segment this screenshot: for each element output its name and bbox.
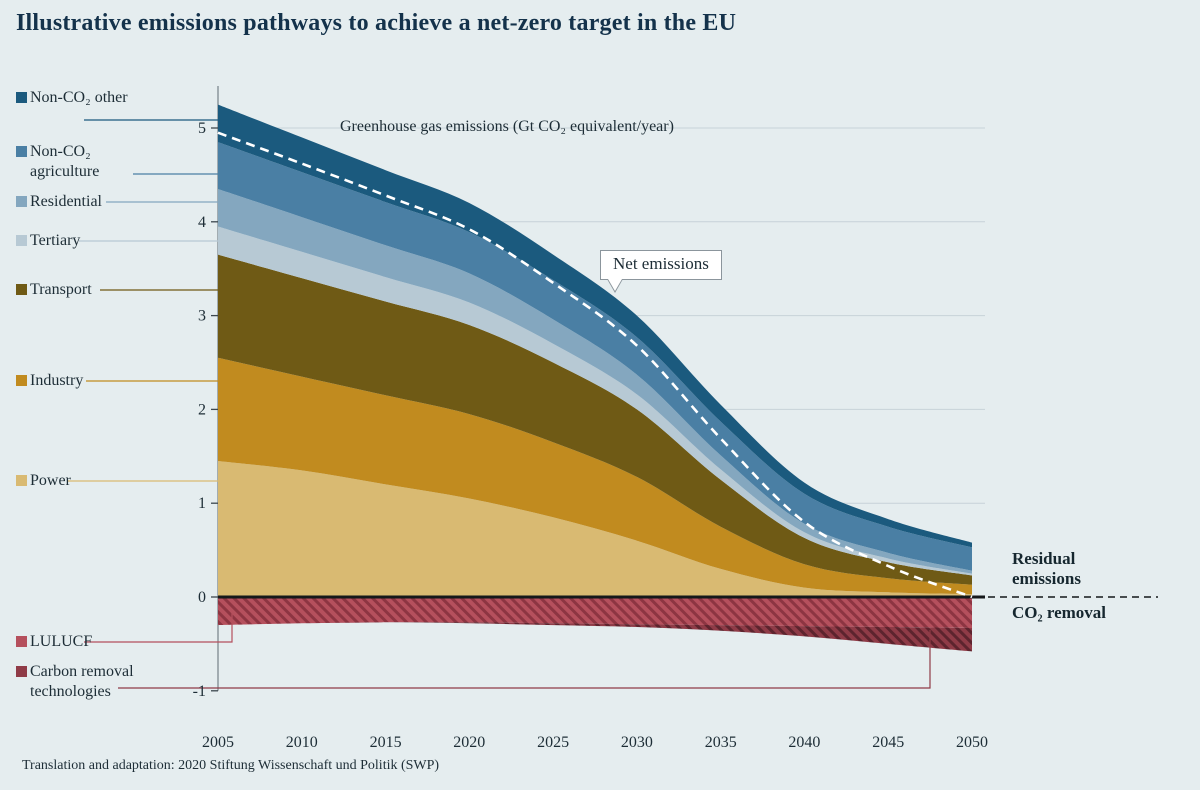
- area-nonco2_agriculture: [218, 142, 972, 571]
- area-transport: [218, 254, 972, 585]
- legend-swatch-power-icon: [16, 475, 27, 486]
- co2-removal-label: CO₂ removal: [1012, 603, 1107, 622]
- legend-label-tertiary: Tertiary: [30, 232, 81, 249]
- residual-emissions-label: Residual emissions: [1012, 549, 1081, 589]
- x-tick-label: 2030: [621, 734, 653, 751]
- area-residential: [218, 189, 972, 574]
- legend-swatch-non-co2-agriculture-icon: [16, 146, 27, 157]
- legend-swatch-residential-icon: [16, 196, 27, 207]
- legend-item-non-co2-other: Non-CO₂ other: [16, 88, 150, 108]
- stacked-areas: [218, 104, 972, 652]
- x-tick-label: 2010: [286, 734, 318, 751]
- x-tick-label: 2050: [956, 734, 988, 751]
- area-lulucf: [218, 597, 972, 628]
- legend-swatch-carbon-removal-icon: [16, 666, 27, 677]
- legend-item-carbon-removal: Carbon removal technologies: [16, 662, 170, 701]
- page-title: Illustrative emissions pathways to achie…: [16, 10, 737, 36]
- y-axis-title: Greenhouse gas emissions (Gt CO₂ equival…: [340, 118, 674, 135]
- legend-swatch-non-co2-other-icon: [16, 92, 27, 103]
- net-emissions-line: [217, 131, 973, 599]
- legend-item-residential: Residential: [16, 192, 150, 212]
- legend-swatch-lulucf-icon: [16, 636, 27, 647]
- x-tick-label: 2045: [872, 734, 904, 751]
- legend-label-lulucf: LULUCF: [30, 633, 93, 650]
- legend-label-residential: Residential: [30, 193, 102, 210]
- x-tick-label: 2025: [537, 734, 569, 751]
- legend-item-transport: Transport: [16, 280, 150, 300]
- x-tick-label: 2035: [705, 734, 737, 751]
- source-note: Translation and adaptation: 2020 Stiftun…: [22, 758, 440, 773]
- legend-item-power: Power: [16, 471, 150, 491]
- net-emissions-callout-text: Net emissions: [613, 254, 709, 273]
- legend-label-transport: Transport: [30, 281, 92, 298]
- y-tick-label: 4: [198, 214, 206, 231]
- legend-label-industry: Industry: [30, 372, 84, 389]
- y-axis-ticks: -1 0 1 2 3 4 5: [193, 120, 218, 700]
- area-industry: [218, 357, 972, 595]
- area-nonco2_other: [218, 104, 972, 548]
- area-cdr: [218, 622, 972, 652]
- legend-item-industry: Industry: [16, 371, 150, 391]
- net-emissions-callout: Net emissions: [600, 250, 722, 293]
- legend-swatch-transport-icon: [16, 284, 27, 295]
- legend-label-non-co2-agriculture: Non-CO₂ agriculture: [30, 143, 100, 180]
- x-tick-label: 2005: [202, 734, 234, 751]
- x-tick-label: 2015: [370, 734, 402, 751]
- y-tick-label: -1: [193, 683, 206, 700]
- legend-leader-lines: [68, 119, 931, 689]
- leader-line-lulucf: [84, 613, 233, 643]
- legend-swatch-industry-icon: [16, 375, 27, 386]
- x-tick-label: 2040: [788, 734, 820, 751]
- legend-label-power: Power: [30, 472, 71, 489]
- x-axis-labels: 2005 2010 2015 2020 2025 2030 2035 2040 2045 2050: [202, 734, 988, 751]
- leader-line-cdr: [118, 630, 931, 689]
- y-tick-label: 5: [198, 120, 206, 137]
- y-tick-label: 0: [198, 589, 206, 606]
- legend-item-lulucf: LULUCF: [16, 632, 150, 652]
- legend-swatch-tertiary-icon: [16, 235, 27, 246]
- y-tick-label: 2: [198, 401, 206, 418]
- y-tick-label: 1: [198, 495, 206, 512]
- legend-item-non-co2-agriculture: Non-CO₂ agriculture: [16, 142, 150, 181]
- legend-label-non-co2-other: Non-CO₂ other: [30, 89, 128, 106]
- area-power: [218, 461, 972, 597]
- legend-label-carbon-removal: Carbon removal technologies: [30, 663, 134, 700]
- x-tick-label: 2020: [453, 734, 485, 751]
- area-tertiary: [218, 226, 972, 576]
- y-tick-label: 3: [198, 308, 206, 325]
- legend-item-tertiary: Tertiary: [16, 231, 150, 251]
